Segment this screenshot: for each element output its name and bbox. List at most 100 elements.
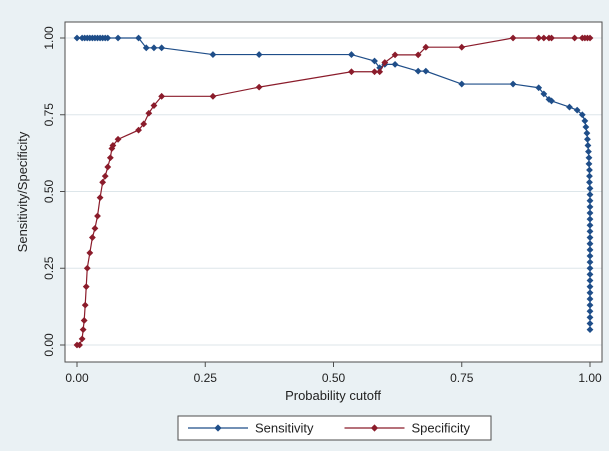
sensitivity-point — [586, 270, 594, 278]
sensitivity-point — [414, 67, 422, 75]
sensitivity-point — [142, 44, 150, 52]
specificity-point — [209, 92, 217, 100]
series-sensitivity — [73, 34, 594, 334]
specificity-point — [86, 249, 94, 257]
sensitivity-point — [586, 240, 594, 248]
sensitivity-point — [578, 111, 586, 119]
x-axis-label: Probability cutoff — [285, 388, 381, 403]
y-tick-label-3: 0.75 — [42, 103, 56, 127]
sensitivity-point — [586, 172, 593, 180]
sensitivity-point — [586, 283, 594, 291]
specificity-point — [586, 34, 594, 42]
specificity-point — [96, 194, 104, 202]
sensitivity-point — [583, 129, 591, 137]
sensitivity-point — [114, 34, 122, 42]
sensitivity-point — [586, 185, 594, 192]
sensitivity-point — [586, 320, 594, 327]
specificity-point — [99, 178, 107, 186]
sensitivity-point — [371, 57, 378, 65]
specificity-point — [571, 34, 579, 42]
sensitivity-point — [585, 160, 593, 168]
sensitivity-point — [586, 295, 594, 303]
specificity-point — [109, 142, 117, 149]
specificity-point — [140, 120, 148, 128]
specificity-point — [82, 283, 90, 291]
y-tick-label-1: 0.25 — [42, 256, 56, 280]
specificity-point — [145, 109, 153, 117]
specificity-point — [108, 145, 116, 152]
sensitivity-point — [104, 34, 112, 42]
sensitivity-point — [586, 209, 594, 217]
sensitivity-point — [158, 44, 166, 52]
series-layer — [73, 34, 594, 349]
axes: 0.00 0.25 0.50 0.75 1.00 0.00 0.25 0.50 0.75 1.00 — [42, 26, 602, 385]
sensitivity-point — [391, 61, 399, 68]
sensitivity-point — [586, 197, 594, 205]
specificity-point — [348, 68, 355, 76]
sensitivity-point — [586, 203, 594, 211]
legend-label-sensitivity: Sensitivity — [255, 421, 314, 436]
sensitivity-point — [548, 97, 555, 105]
sensitivity-point — [581, 117, 589, 125]
specificity-point — [81, 301, 89, 309]
sensitivity-point — [585, 148, 592, 155]
specificity-point — [135, 126, 142, 134]
sensitivity-point — [586, 307, 594, 315]
sensitivity-point — [422, 67, 430, 75]
specificity-point — [376, 68, 384, 76]
specificity-point — [371, 68, 378, 76]
specificity-point — [381, 59, 389, 66]
sensitivity-point — [135, 34, 142, 42]
specificity-point — [255, 83, 263, 91]
specificity-point — [101, 172, 109, 180]
sensitivity-point — [586, 166, 593, 174]
sensitivity-point — [586, 228, 594, 235]
series-specificity — [73, 34, 594, 349]
y-tick-label-4: 1.00 — [42, 26, 56, 50]
sensitivity-point — [458, 80, 466, 88]
sensitivity-point — [209, 51, 217, 58]
specificity-point — [458, 43, 466, 51]
legend: Sensitivity Specificity — [177, 415, 492, 441]
sensitivity-point — [586, 234, 594, 241]
sensitivity-point — [582, 123, 590, 131]
x-tick-label-0: 0.00 — [65, 371, 89, 385]
gridlines — [65, 37, 602, 346]
specificity-point — [509, 34, 517, 42]
specificity-point — [114, 135, 122, 143]
sensitivity-point — [255, 51, 263, 58]
sensitivity-point — [586, 289, 594, 297]
sensitivity-point — [586, 326, 594, 334]
sensitivity-point — [586, 277, 594, 284]
sensitivity-point — [586, 264, 594, 272]
sensitivity-point — [586, 252, 594, 260]
specificity-point — [79, 326, 87, 334]
specificity-point — [80, 317, 88, 324]
sensitivity-point — [535, 84, 543, 92]
legend-swatch-marker-sensitivity — [214, 424, 222, 432]
sensitivity-point — [585, 154, 593, 162]
x-tick-label-3: 0.75 — [450, 371, 474, 385]
sensitivity-point — [586, 178, 593, 186]
sensitivity-point — [586, 191, 594, 198]
specificity-point — [94, 212, 101, 220]
sensitivity-point — [586, 313, 594, 321]
specificity-point — [535, 34, 543, 42]
legend-label-specificity: Specificity — [412, 421, 471, 436]
x-tick-label-2: 0.50 — [322, 371, 346, 385]
specificity-point — [91, 224, 99, 232]
sensitivity-point — [566, 103, 573, 111]
sensitivity-point — [509, 80, 517, 88]
specificity-point — [78, 335, 86, 343]
sensitivity-point — [540, 90, 548, 98]
sensitivity-point — [586, 215, 594, 223]
y-tick-label-0: 0.00 — [42, 333, 56, 357]
x-tick-label-1: 0.25 — [194, 371, 218, 385]
specificity-point — [88, 234, 96, 241]
y-tick-label-2: 0.50 — [42, 179, 56, 203]
sensitivity-point — [150, 44, 158, 52]
specificity-point — [104, 163, 112, 171]
specificity-point — [414, 51, 422, 59]
